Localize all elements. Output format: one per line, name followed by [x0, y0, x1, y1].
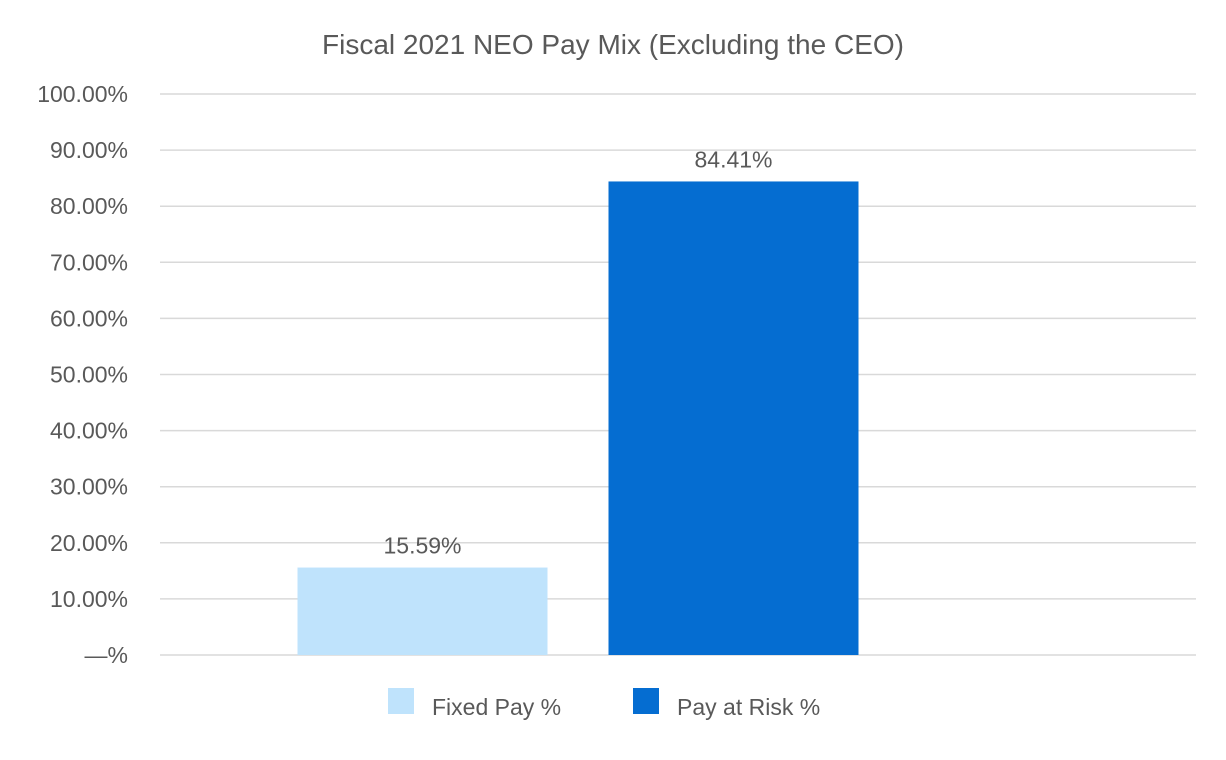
- legend-label: Pay at Risk %: [677, 694, 820, 720]
- legend-label: Fixed Pay %: [432, 694, 561, 720]
- data-label: 84.41%: [694, 146, 772, 172]
- y-tick-label: —%: [85, 642, 128, 668]
- y-axis-tick-labels: —% 10.00% 20.00% 30.00% 40.00% 50.00% 60.00% 70…: [37, 81, 128, 668]
- y-tick-label: 70.00%: [50, 249, 128, 275]
- y-tick-label: 30.00%: [50, 474, 128, 500]
- y-tick-label: 10.00%: [50, 586, 128, 612]
- y-tick-label: 20.00%: [50, 530, 128, 556]
- bars: [297, 181, 859, 655]
- y-tick-label: 90.00%: [50, 137, 128, 163]
- y-tick-label: 60.00%: [50, 305, 128, 331]
- bar-pay-at-risk: [608, 181, 859, 655]
- legend: Fixed Pay % Pay at Risk %: [388, 688, 820, 720]
- data-label: 15.59%: [383, 533, 461, 559]
- legend-swatch: [633, 688, 659, 714]
- y-tick-label: 50.00%: [50, 362, 128, 388]
- y-tick-label: 80.00%: [50, 193, 128, 219]
- y-tick-label: 100.00%: [37, 81, 128, 107]
- y-tick-label: 40.00%: [50, 418, 128, 444]
- legend-swatch: [388, 688, 414, 714]
- chart-title: Fiscal 2021 NEO Pay Mix (Excluding the C…: [322, 29, 904, 60]
- bar-fixed-pay: [297, 567, 548, 655]
- data-labels: 15.59% 84.41%: [383, 146, 772, 558]
